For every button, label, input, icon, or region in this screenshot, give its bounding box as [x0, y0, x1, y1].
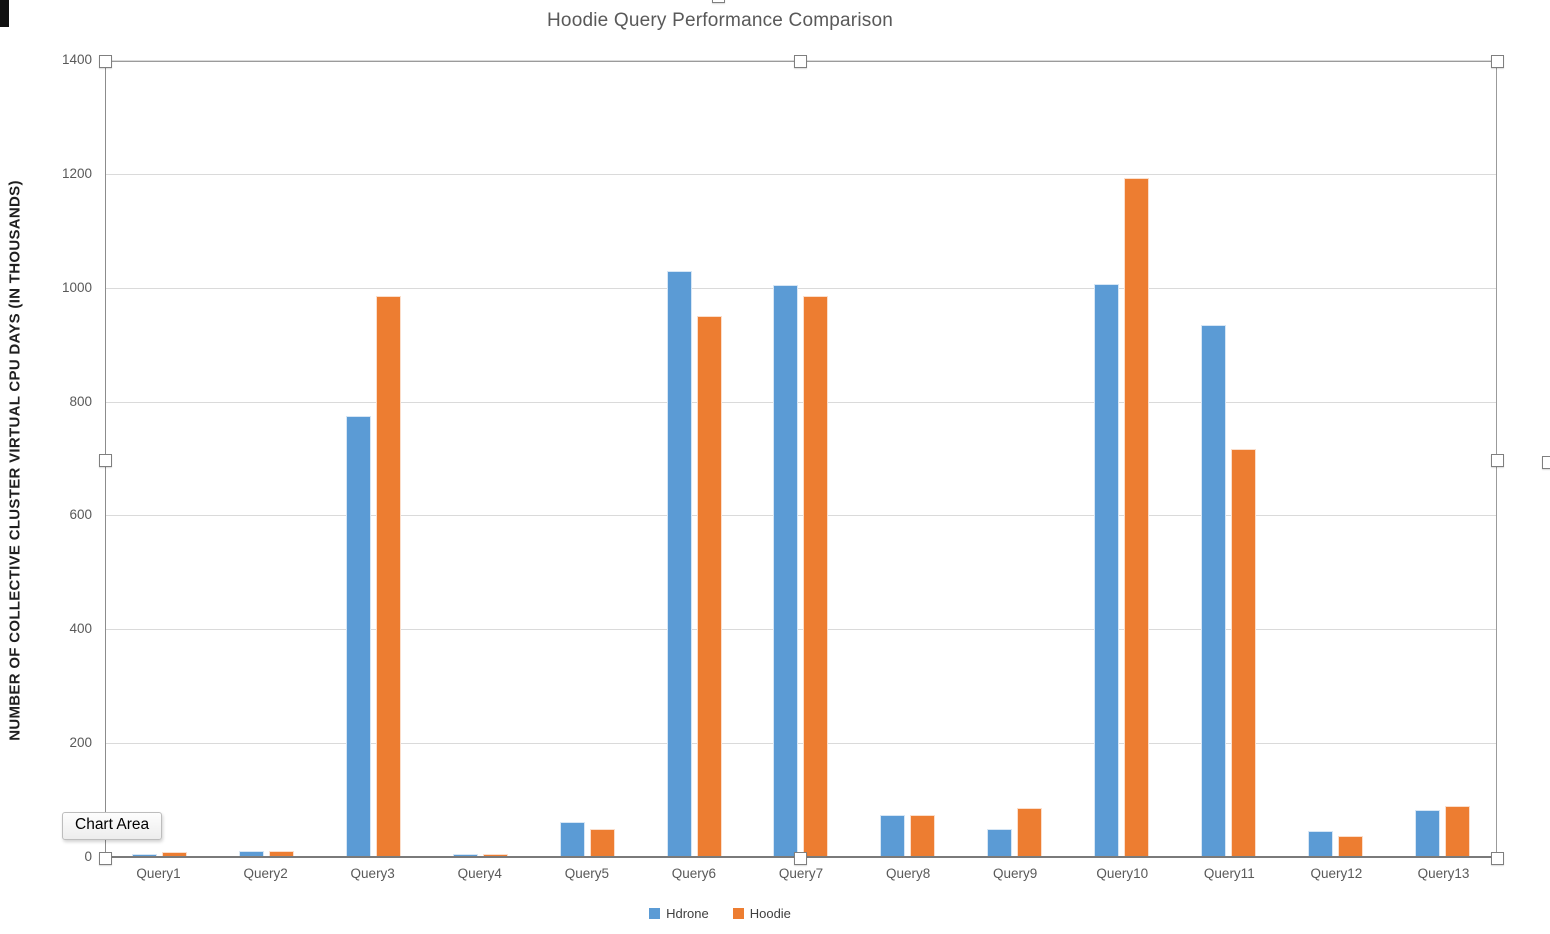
category-slot-query5: [534, 62, 641, 857]
x-tick-label-query5: Query5: [564, 866, 609, 881]
x-tick-label-query10: Query10: [1096, 866, 1149, 881]
y-tick-label-600: 600: [69, 507, 92, 523]
y-tick-label-1400: 1400: [61, 52, 92, 67]
bar-hoodie-query3[interactable]: [375, 296, 401, 857]
category-slot-query11: [1175, 62, 1282, 857]
x-tick-label-query11: Query11: [1203, 866, 1255, 881]
bar-hdrone-query13[interactable]: [1415, 810, 1441, 857]
bar-hdrone-query6[interactable]: [666, 270, 692, 857]
category-slot-query7: [748, 62, 855, 857]
y-tick-label-0: 0: [84, 849, 92, 864]
y-tick-label-800: 800: [69, 393, 92, 409]
chart-title[interactable]: Hoodie Query Performance Comparison: [547, 10, 893, 31]
bar-hoodie-query1[interactable]: [161, 852, 187, 857]
resize-handle-bottom-left[interactable]: [98, 851, 112, 865]
x-tick-label-query8: Query8: [885, 866, 931, 881]
category-slot-query4: [427, 62, 534, 857]
x-tick-label-query2: Query2: [243, 866, 288, 881]
bar-hoodie-query9[interactable]: [1017, 808, 1043, 857]
bar-hdrone-query4[interactable]: [452, 854, 478, 857]
resize-handle-chart-right-middle-partial[interactable]: [1541, 455, 1550, 469]
gridline-200: [106, 743, 1496, 745]
y-tick-label-1000: 1000: [61, 279, 92, 295]
bar-hoodie-query12[interactable]: [1338, 835, 1364, 857]
legend[interactable]: Hdrone Hoodie: [0, 906, 1440, 921]
category-slot-query10: [1068, 62, 1175, 857]
gridline-1000: [106, 287, 1496, 289]
category-slot-query9: [961, 62, 1068, 857]
category-slot-query3: [320, 62, 427, 857]
legend-swatch-hdrone: [649, 908, 661, 919]
x-axis-tick-labels[interactable]: Query1 Query2 Query3 Query4 Query5 Query6 Quer…: [105, 866, 1497, 881]
plot-area[interactable]: [105, 60, 1497, 858]
bar-hoodie-query2[interactable]: [268, 851, 294, 857]
y-tick-label-400: 400: [69, 621, 92, 637]
bar-hdrone-query12[interactable]: [1308, 830, 1334, 857]
bar-hdrone-query8[interactable]: [880, 814, 906, 857]
category-slot-query6: [641, 62, 748, 857]
y-axis-title[interactable]: NUMBER OF COLLECTIVE CLUSTER VIRTUAL CPU…: [6, 180, 24, 741]
legend-label-hdrone: Hdrone: [666, 906, 709, 921]
category-slot-query8: [854, 62, 961, 857]
screen-edge-artifact: [0, 0, 9, 27]
resize-handle-chart-top-center-partial[interactable]: [711, 0, 725, 3]
x-tick-label-query4: Query4: [457, 866, 502, 881]
bar-hoodie-query6[interactable]: [696, 316, 722, 857]
resize-handle-middle-left[interactable]: [98, 453, 112, 467]
gridline-1200: [106, 173, 1496, 175]
resize-handle-top-right[interactable]: [1490, 54, 1504, 68]
bar-hdrone-query3[interactable]: [345, 415, 371, 857]
bar-hoodie-query8[interactable]: [910, 814, 936, 857]
category-slot-query13: [1389, 62, 1496, 857]
bar-series-container: [106, 62, 1496, 857]
x-tick-label-query9: Query9: [993, 866, 1038, 881]
bar-hdrone-query1[interactable]: [131, 854, 157, 857]
resize-handle-top-center[interactable]: [793, 54, 807, 68]
gridline-600: [106, 515, 1496, 517]
bar-hdrone-query7[interactable]: [773, 284, 799, 857]
bar-hdrone-query11[interactable]: [1201, 324, 1227, 857]
bar-hoodie-query11[interactable]: [1231, 449, 1257, 857]
legend-item-hdrone[interactable]: Hdrone: [649, 906, 709, 921]
resize-handle-bottom-right[interactable]: [1490, 851, 1504, 865]
category-slot-query2: [213, 62, 320, 857]
category-slot-query12: [1282, 62, 1389, 857]
x-tick-label-query1: Query1: [136, 866, 181, 881]
bar-hdrone-query2[interactable]: [238, 851, 264, 857]
y-tick-label-200: 200: [69, 735, 92, 751]
x-tick-label-query7: Query7: [778, 866, 824, 881]
bar-hdrone-query9[interactable]: [987, 828, 1013, 857]
bar-hdrone-query10[interactable]: [1094, 283, 1120, 857]
chart-area-tooltip: Chart Area: [62, 812, 163, 840]
x-tick-label-query6: Query6: [671, 866, 717, 881]
gridline-800: [106, 401, 1496, 403]
category-slot-query1: [106, 62, 213, 857]
bar-hoodie-query10[interactable]: [1124, 178, 1150, 857]
gridline-400: [106, 629, 1496, 631]
bar-hoodie-query13[interactable]: [1445, 805, 1471, 857]
x-tick-label-query3: Query3: [350, 866, 395, 881]
legend-swatch-hoodie: [732, 908, 744, 919]
bar-hoodie-query5[interactable]: [589, 828, 615, 857]
resize-handle-middle-right[interactable]: [1490, 453, 1504, 467]
bar-hdrone-query5[interactable]: [559, 821, 585, 857]
legend-item-hoodie[interactable]: Hoodie: [732, 906, 791, 921]
x-tick-label-query13: Query13: [1417, 866, 1470, 881]
x-tick-label-query12: Query12: [1310, 866, 1363, 881]
bar-hoodie-query7[interactable]: [803, 296, 829, 857]
resize-handle-top-left[interactable]: [98, 54, 112, 68]
bar-hoodie-query4[interactable]: [482, 854, 508, 857]
y-tick-label-1200: 1200: [61, 165, 92, 181]
legend-label-hoodie: Hoodie: [749, 906, 791, 921]
resize-handle-bottom-center[interactable]: [793, 851, 807, 865]
